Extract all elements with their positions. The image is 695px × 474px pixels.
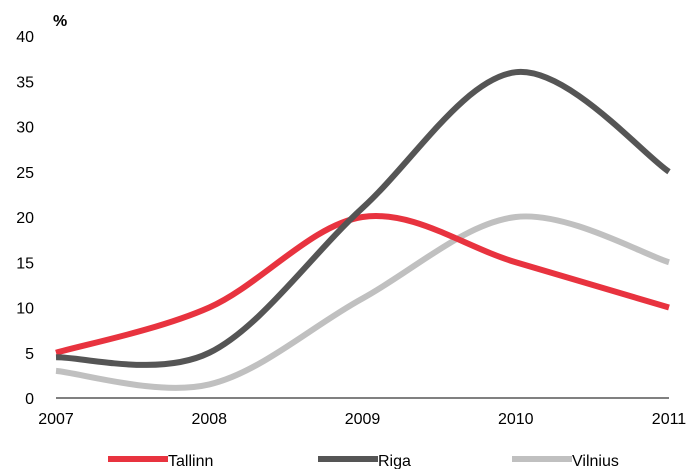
y-tick-label: 30 bbox=[16, 120, 34, 137]
legend-label-riga: Riga bbox=[378, 453, 411, 469]
x-axis-ticks: 2007 2008 2009 2010 2011 bbox=[38, 411, 686, 428]
series-line-vilnius bbox=[55, 213, 670, 391]
x-tick-label: 2008 bbox=[191, 411, 227, 428]
y-tick-label: 20 bbox=[16, 210, 34, 227]
y-tick-label: 35 bbox=[16, 74, 34, 91]
y-tick-label: 10 bbox=[16, 301, 34, 318]
series-lines bbox=[55, 69, 671, 391]
legend: Tallinn Riga Vilnius bbox=[108, 453, 619, 470]
x-tick-label: 2010 bbox=[498, 411, 534, 428]
y-axis-label: % bbox=[53, 13, 67, 30]
y-tick-label: 25 bbox=[16, 165, 34, 182]
legend-label-tallinn: Tallinn bbox=[168, 453, 213, 469]
x-tick-label: 2009 bbox=[345, 411, 381, 428]
y-tick-label: 40 bbox=[16, 29, 34, 46]
x-tick-label: 2007 bbox=[38, 411, 74, 428]
y-tick-label: 5 bbox=[25, 346, 34, 363]
y-tick-label: 15 bbox=[16, 255, 34, 272]
y-axis-ticks: 0 5 10 15 20 25 30 35 40 bbox=[16, 29, 34, 408]
y-tick-label: 0 bbox=[25, 391, 34, 408]
series-line-riga bbox=[55, 69, 671, 368]
x-tick-label: 2011 bbox=[652, 411, 687, 428]
series-line-tallinn bbox=[55, 213, 670, 356]
legend-label-vilnius: Vilnius bbox=[572, 453, 619, 469]
